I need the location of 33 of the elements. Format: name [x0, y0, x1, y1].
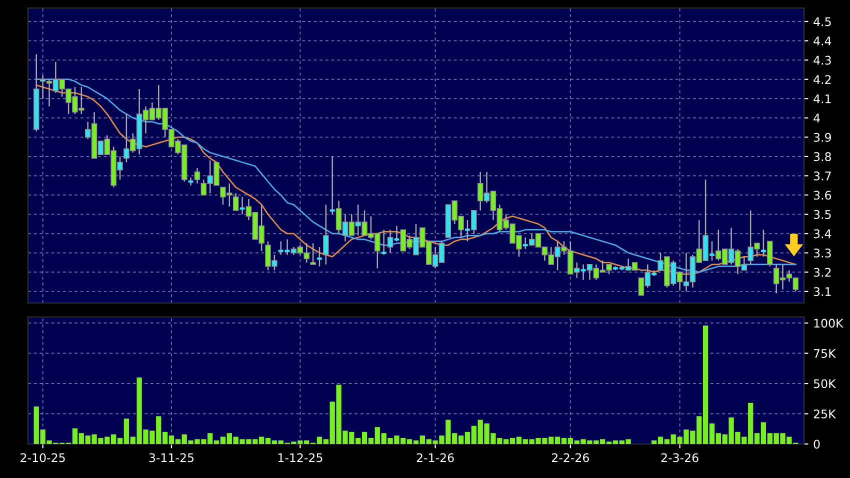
y-tick-label: 3.5: [814, 210, 831, 219]
y-tick-label: 4: [814, 114, 820, 122]
x-tick-label: 2-2-26: [552, 453, 589, 462]
y-tick-label: 3.8: [814, 152, 831, 162]
y-tick-label: 0: [814, 440, 820, 449]
y-tick-label: 4.3: [814, 56, 831, 65]
candlestick: [194, 167, 200, 184]
candlestick: [323, 204, 329, 266]
y-tick-label: 100K: [814, 318, 844, 328]
y-tick-label: 75K: [814, 349, 836, 358]
x-tick-label: 2-3-26: [661, 453, 698, 462]
y-tick-label: 4.5: [814, 17, 831, 26]
candlestick: [380, 229, 388, 256]
y-tick-label: 3.1: [814, 287, 831, 296]
y-tick-label: 4.1: [814, 94, 831, 104]
x-tick-label: 2-1-26: [416, 453, 454, 462]
y-tick-label: 3.4: [814, 229, 832, 238]
y-tick-label: 50K: [814, 379, 836, 388]
candlestick: [232, 192, 239, 212]
candlestick: [767, 240, 773, 267]
x-tick-label: 1-12-25: [278, 453, 322, 462]
y-tick-label: 3.3: [814, 248, 831, 258]
x-tick-label: 2-10-25: [20, 453, 65, 462]
y-tick-label: 3.9: [814, 132, 831, 142]
candlestick: [328, 156, 336, 215]
y-tick-label: 3.7: [814, 171, 831, 180]
y-tick-label: 25K: [814, 409, 836, 418]
y-tick-label: 3.2: [814, 268, 831, 277]
x-tick-label: 3-11-25: [149, 453, 194, 462]
y-tick-label: 4.2: [814, 75, 831, 84]
y-tick-label: 3.6: [814, 190, 832, 200]
candlestick: [310, 242, 316, 266]
y-tick-label: 4.4: [814, 36, 832, 46]
